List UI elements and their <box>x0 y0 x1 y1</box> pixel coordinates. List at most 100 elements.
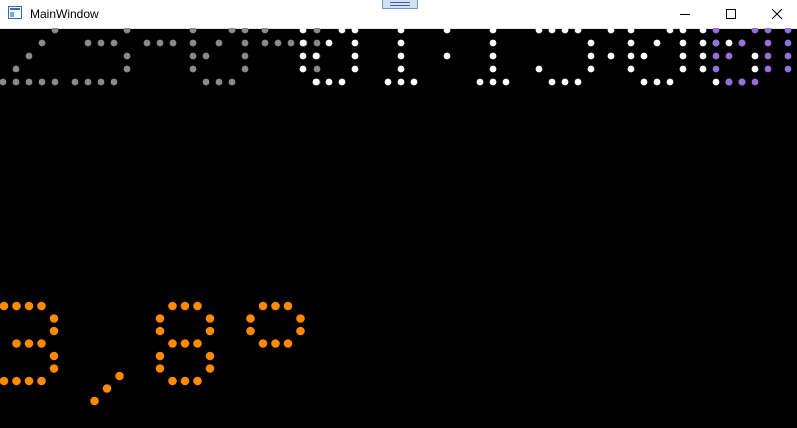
title-bar[interactable]: MainWindow <box>0 0 797 29</box>
matrix-dot <box>627 28 635 34</box>
close-button[interactable] <box>754 0 797 28</box>
matrix-dot <box>228 78 236 86</box>
matrix-dot <box>169 39 177 47</box>
matrix-dot <box>397 78 405 86</box>
matrix-dot <box>299 28 307 34</box>
matrix-dot <box>241 65 249 73</box>
matrix-dot <box>261 28 269 34</box>
matrix-dot <box>764 65 772 73</box>
matrix-dot <box>535 65 543 73</box>
matrix-dot <box>37 339 46 348</box>
matrix-dot <box>84 78 92 86</box>
date-fragment-display <box>0 28 321 86</box>
reading-display <box>0 301 305 406</box>
matrix-dot <box>296 314 305 323</box>
matrix-dot <box>397 28 405 34</box>
matrix-dot <box>489 65 497 73</box>
matrix-dot <box>607 52 615 60</box>
matrix-dot <box>49 351 59 361</box>
matrix-dot <box>258 339 268 348</box>
matrix-dot <box>725 39 733 47</box>
matrix-dot <box>271 301 280 311</box>
matrix-dot <box>502 78 510 86</box>
matrix-dot <box>12 78 20 86</box>
matrix-dot <box>246 314 255 323</box>
matrix-dot <box>25 52 33 60</box>
matrix-dot <box>205 364 215 373</box>
matrix-dot <box>271 339 280 348</box>
matrix-dot <box>325 78 333 86</box>
matrix-dot <box>299 39 307 47</box>
matrix-dot <box>351 39 359 47</box>
matrix-dot <box>712 52 720 60</box>
window-title: MainWindow <box>30 7 99 21</box>
matrix-dot <box>168 301 177 311</box>
matrix-dot <box>587 65 595 73</box>
matrix-dot <box>712 65 720 73</box>
minimize-button[interactable] <box>662 0 708 28</box>
matrix-dot <box>738 39 746 47</box>
matrix-dot <box>384 78 392 86</box>
matrix-dot <box>489 28 497 34</box>
matrix-dot <box>751 78 759 86</box>
suffix-fragment-display <box>712 28 792 86</box>
matrix-dot <box>751 65 759 73</box>
matrix-dot <box>51 78 59 86</box>
matrix-dot <box>489 39 497 47</box>
matrix-dot <box>215 78 223 86</box>
drag-grip-icon[interactable] <box>382 0 418 9</box>
matrix-dot <box>561 78 569 86</box>
matrix-dot <box>24 376 34 386</box>
matrix-dot <box>241 52 249 60</box>
matrix-dot <box>738 78 746 86</box>
matrix-dot <box>548 28 556 34</box>
matrix-dot <box>25 78 33 86</box>
matrix-dot <box>102 384 112 393</box>
matrix-dot <box>274 39 282 47</box>
matrix-dot <box>574 28 582 34</box>
matrix-dot <box>180 376 190 386</box>
matrix-dot <box>110 78 118 86</box>
close-icon <box>772 9 782 19</box>
matrix-dot <box>287 39 295 47</box>
dot-matrix-display <box>0 28 792 406</box>
window-app-icon <box>8 6 22 19</box>
matrix-dot <box>71 78 79 86</box>
matrix-dot <box>574 78 582 86</box>
matrix-dot <box>24 301 34 311</box>
matrix-dot <box>110 39 118 47</box>
matrix-dot <box>338 78 346 86</box>
matrix-dot <box>351 28 359 34</box>
matrix-dot <box>312 78 320 86</box>
maximize-icon <box>726 9 736 19</box>
matrix-dot <box>51 28 59 34</box>
matrix-dot <box>38 78 46 86</box>
maximize-button[interactable] <box>708 0 754 28</box>
matrix-dot <box>712 39 720 47</box>
matrix-dot <box>443 28 451 34</box>
matrix-dot <box>666 28 674 34</box>
matrix-dot <box>679 39 687 47</box>
matrix-dot <box>155 314 165 323</box>
matrix-dot <box>168 339 177 348</box>
matrix-dot <box>90 396 99 406</box>
matrix-dot <box>24 339 34 348</box>
matrix-dot <box>607 28 615 34</box>
matrix-dot <box>97 39 105 47</box>
minimize-icon <box>680 14 690 15</box>
matrix-dot <box>37 376 46 386</box>
matrix-dot <box>653 39 661 47</box>
matrix-dot <box>784 39 792 47</box>
matrix-dot <box>123 28 131 34</box>
matrix-dot <box>241 39 249 47</box>
matrix-dot <box>180 301 190 311</box>
matrix-dot <box>679 28 687 34</box>
matrix-dot <box>712 28 720 34</box>
matrix-dot <box>258 301 268 311</box>
matrix-dot <box>202 52 210 60</box>
matrix-dot <box>123 65 131 73</box>
matrix-dot <box>640 78 648 86</box>
matrix-dot <box>12 301 21 311</box>
matrix-dot <box>143 39 151 47</box>
matrix-dot <box>189 39 197 47</box>
